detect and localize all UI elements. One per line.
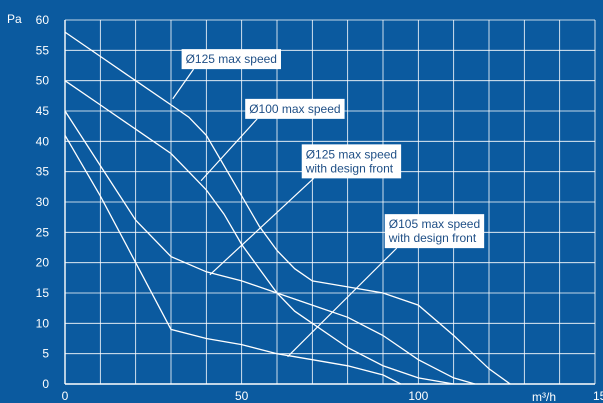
annotation-1: Ø125 max speed xyxy=(172,49,281,100)
axes xyxy=(64,20,595,385)
annotation-leader-line xyxy=(200,118,258,182)
y-tick-label: 20 xyxy=(36,256,50,270)
annotation-text: with design front xyxy=(305,161,394,175)
annotation-2: Ø100 max speed xyxy=(200,98,345,182)
annotation-leader-line xyxy=(209,177,315,276)
x-tick-label: 100 xyxy=(408,389,428,403)
annotation-box xyxy=(181,49,281,70)
annotation-leader-line xyxy=(172,68,195,100)
series-line-4 xyxy=(64,134,401,385)
annotation-box xyxy=(301,144,402,179)
y-tick-label: 45 xyxy=(36,104,50,118)
annotation-box xyxy=(384,214,485,249)
annotation-text: Ø125 max speed xyxy=(186,52,277,66)
y-tick-labels: 0 5 10 15 20 25 30 35 40 45 50 55 60 xyxy=(36,13,50,391)
annotation-leader-line xyxy=(287,247,398,358)
y-tick-label: 5 xyxy=(42,347,49,361)
annotation-text: Ø100 max speed xyxy=(249,102,340,116)
y-tick-label: 60 xyxy=(36,13,50,27)
y-tick-label: 40 xyxy=(36,134,50,148)
annotation-text: with design front xyxy=(388,231,477,245)
series-line-2 xyxy=(64,80,454,385)
x-unit-label: m³/h xyxy=(532,390,556,403)
series-line-3 xyxy=(64,110,476,385)
y-tick-label: 25 xyxy=(36,225,50,239)
y-tick-label: 35 xyxy=(36,165,50,179)
grid xyxy=(64,19,596,385)
y-tick-label: 50 xyxy=(36,74,50,88)
annotation-text: Ø105 max speed xyxy=(389,217,480,231)
y-tick-label: 30 xyxy=(36,195,50,209)
annotation-text: Ø125 max speed xyxy=(306,147,397,161)
series-annotations: Ø125 max speed Ø100 max speed Ø125 max spe… xyxy=(172,49,485,358)
y-tick-label: 0 xyxy=(42,377,49,391)
series-line-1 xyxy=(64,31,511,385)
x-tick-label: 150 xyxy=(593,389,603,403)
y-tick-label: 15 xyxy=(36,286,50,300)
y-unit-label: Pa xyxy=(7,12,22,26)
x-tick-label: 50 xyxy=(235,389,249,403)
x-tick-labels: 0 50 100 150 xyxy=(62,389,603,403)
x-tick-label: 0 xyxy=(62,389,69,403)
y-tick-label: 10 xyxy=(36,316,50,330)
series-lines xyxy=(64,31,511,385)
annotation-box xyxy=(245,98,345,119)
y-tick-label: 55 xyxy=(36,43,50,57)
